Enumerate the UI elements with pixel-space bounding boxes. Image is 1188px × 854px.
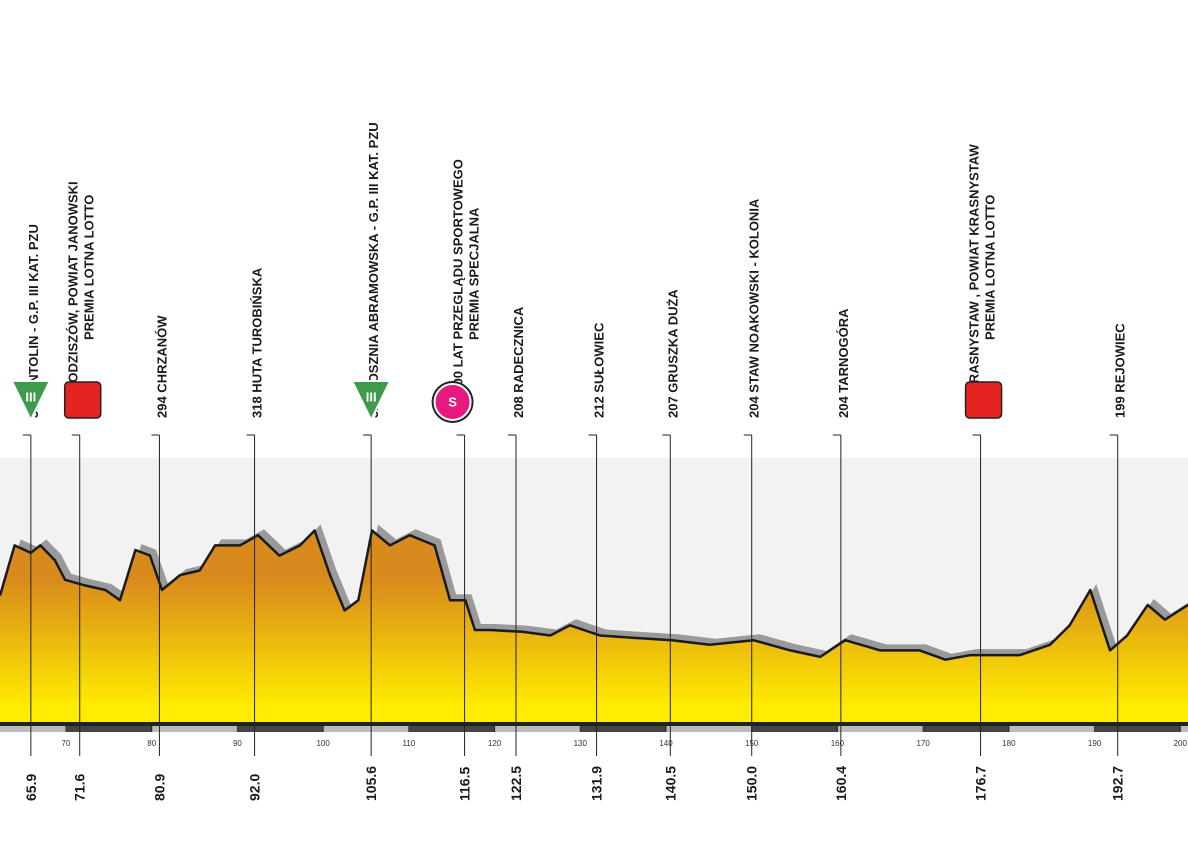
x-tick-label: 90 <box>233 739 242 748</box>
waypoint-km: 92.0 <box>247 774 263 801</box>
special-icon-text: S <box>448 394 457 409</box>
waypoint-label: 190 KRASNYSTAW , POWIAT KRASNYSTAW <box>967 144 982 418</box>
sprint-icon <box>63 381 102 419</box>
profile-line <box>0 529 1188 661</box>
climb-icon-text: III <box>25 389 36 404</box>
axis-segment <box>237 726 324 732</box>
waypoint-km: 122.5 <box>508 766 524 801</box>
waypoint-label: 322 HOSZNIA ABRAMOWSKA - G.P. III KAT. P… <box>366 122 381 418</box>
sprint-icon <box>964 381 1003 419</box>
waypoint-label: 318 HUTA TUROBIŃSKA <box>250 267 265 418</box>
x-tick-label: 160 <box>831 739 845 748</box>
x-tick-label: 180 <box>1002 739 1016 748</box>
axis-segment <box>923 726 1009 732</box>
x-tick-label: 80 <box>147 739 156 748</box>
waypoint-label: 208 RADECZNICA <box>511 306 526 418</box>
x-tick-label: 130 <box>574 739 588 748</box>
waypoint-km: 80.9 <box>151 774 167 801</box>
axis-segment <box>580 726 666 732</box>
waypoint-label: 212 SUŁOWIEC <box>592 322 607 418</box>
x-tick-label: 110 <box>402 739 415 748</box>
special-icon-inner <box>433 383 472 421</box>
x-tick-label: 200 <box>1174 739 1188 748</box>
axis-segment <box>751 726 838 732</box>
waypoint-label: 241 100 LAT PRZEGLĄDU SPORTOWEGO <box>451 159 466 418</box>
climb-icon <box>351 380 392 421</box>
x-tick-label: 120 <box>488 739 502 748</box>
axis-segment <box>408 726 495 732</box>
waypoint-km: 131.9 <box>589 766 605 801</box>
waypoint-sublabel: PREMIA LOTNA LOTTO <box>983 195 998 340</box>
waypoint-label: 199 REJOWIEC <box>1113 323 1128 418</box>
waypoint-label: 207 GRUSZKA DUŻA <box>665 289 680 418</box>
axis-line <box>0 722 1188 726</box>
waypoint-sublabel: PREMIA LOTNA LOTTO <box>82 195 97 340</box>
climb-icon <box>10 380 51 421</box>
x-tick-label: 190 <box>1088 739 1102 748</box>
x-tick-label: 140 <box>659 739 673 748</box>
axis-segment <box>66 726 152 732</box>
waypoint-km: 140.5 <box>662 766 678 801</box>
waypoint-label: 204 STAW NOAKOWSKI - KOLONIA <box>747 198 762 418</box>
x-tick-label: 100 <box>316 739 330 748</box>
waypoint-km: 150.0 <box>744 766 760 801</box>
axis-segment <box>1094 726 1181 732</box>
waypoint-km: 192.7 <box>1110 766 1126 801</box>
waypoint-label: 254 GODZISZÓW, POWIAT JANOWSKI <box>66 181 81 418</box>
waypoint-km: 105.6 <box>363 766 379 801</box>
climb-icon-text: III <box>366 389 377 404</box>
waypoint-sublabel: PREMIA SPECJALNA <box>467 207 482 340</box>
waypoint-km: 65.9 <box>23 774 39 801</box>
waypoint-km: 116.5 <box>457 767 473 801</box>
waypoint-km: 176.7 <box>973 766 989 801</box>
profile-area <box>0 530 1188 722</box>
waypoint-km: 160.4 <box>833 766 849 801</box>
waypoint-label: 204 TARNOGÓRA <box>836 308 851 418</box>
waypoint-label: 304 ANTOLIN - G.P. III KAT. PZU <box>26 224 41 418</box>
x-tick-label: 170 <box>916 739 930 748</box>
waypoint-km: 71.6 <box>72 774 88 801</box>
waypoint-label: 294 CHRZANÓW <box>154 315 169 418</box>
x-tick-label: 70 <box>62 739 71 748</box>
